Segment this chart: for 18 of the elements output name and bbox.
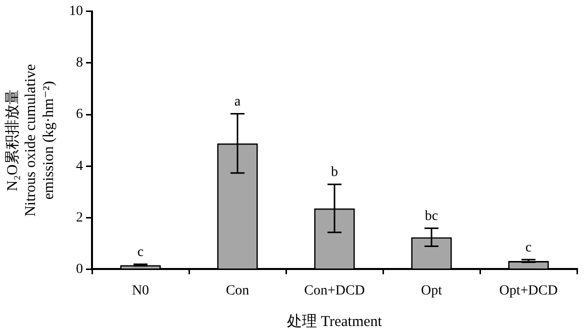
x-tick-label: Opt+DCD xyxy=(499,283,558,298)
y-tick-label: 6 xyxy=(76,107,83,122)
x-tick-label: Con xyxy=(226,283,250,298)
y-tick-label: 2 xyxy=(76,210,83,226)
annotation: c xyxy=(137,244,144,260)
x-tick-label: Con+DCD xyxy=(304,283,365,298)
y-axis-title: N₂O累积排放量 Nitrous oxide cumulative emission (kg·hm⁻²) xyxy=(4,64,57,217)
annotation: c xyxy=(525,240,532,256)
y-tick-label: 8 xyxy=(76,56,83,71)
x-tick-label: N0 xyxy=(132,283,150,298)
x-axis-title: 处理 Treatment xyxy=(287,312,383,330)
x-tick-label: Opt xyxy=(421,283,442,298)
annotation: b xyxy=(331,165,338,180)
y-tick-label: 10 xyxy=(69,4,83,20)
y-tick-label: 4 xyxy=(76,158,83,174)
y-tick-label: 0 xyxy=(76,262,83,277)
annotation: a xyxy=(234,94,242,110)
annotation: bc xyxy=(424,208,438,224)
